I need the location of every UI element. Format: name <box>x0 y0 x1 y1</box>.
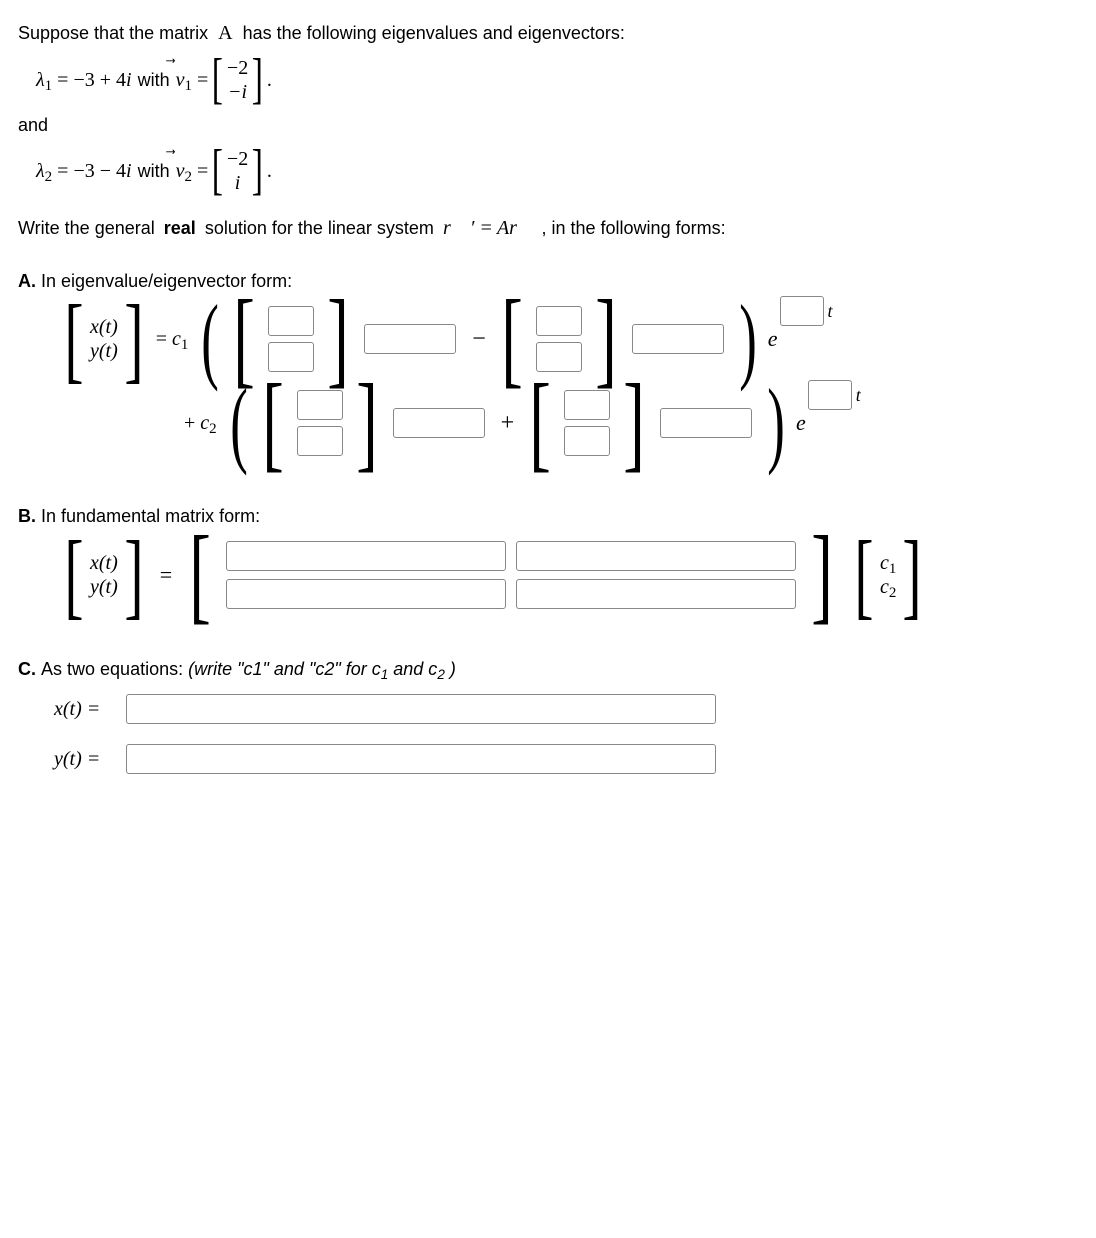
fm-12[interactable] <box>516 541 796 571</box>
intro-text-2: has the following eigenvalues and eigenv… <box>243 23 625 43</box>
and-line: and <box>18 112 1078 139</box>
write-line: Write the general real solution for the … <box>18 213 1078 243</box>
xt-input[interactable] <box>126 694 716 724</box>
vec-in-4: [ ] <box>522 390 652 456</box>
eq-c1: = c1 <box>156 328 189 351</box>
a2-top[interactable] <box>536 306 582 336</box>
minus: − <box>472 326 486 353</box>
rprime: r⃗ ′ = Ar⃗ <box>443 217 538 239</box>
xt-label: x(t) = <box>54 698 126 721</box>
b-trig-1[interactable] <box>393 408 485 438</box>
b2-bot[interactable] <box>564 426 610 456</box>
vec-in-1: [ ] <box>226 306 356 372</box>
a-exp-1[interactable] <box>780 296 824 326</box>
problem-intro: Suppose that the matrix A has the follow… <box>18 18 1078 48</box>
vec1: [ −2 −i ] <box>208 56 267 104</box>
exp-2: e t <box>796 408 861 438</box>
fm-21[interactable] <box>226 579 506 609</box>
b1-bot[interactable] <box>297 426 343 456</box>
eigen2-line: λ2 = −3 − 4i with v⃗2 = [ −2 i ] . <box>18 147 1078 195</box>
fund-matrix: [ ] <box>182 541 840 609</box>
yt-input[interactable] <box>126 744 716 774</box>
part-b-row: [ x(t) y(t) ] = [ ] [ c1 c2 ] <box>18 541 1078 609</box>
with-1: with <box>138 70 170 91</box>
vec2: [ −2 i ] <box>208 147 267 195</box>
xt-row: x(t) = <box>18 694 1078 724</box>
v1: v⃗1 = <box>176 69 209 92</box>
part-a-row2: + c2 ( [ ] + [ ] ) e t <box>18 390 1078 456</box>
vec-in-3: [ ] <box>255 390 385 456</box>
yt-row: y(t) = <box>18 744 1078 774</box>
matrix-A: A <box>213 22 237 44</box>
plus: + <box>501 410 515 437</box>
real-bold: real <box>164 218 196 238</box>
part-c-label: C. As two equations: (write "c1" and "c2… <box>18 659 1078 680</box>
intro-text: Suppose that the matrix <box>18 23 208 43</box>
part-a-label: A. In eigenvalue/eigenvector form: <box>18 271 1078 292</box>
with-2: with <box>138 161 170 182</box>
lambda1: λ1 = −3 + 4i <box>36 69 132 92</box>
yt-label: y(t) = <box>54 748 126 771</box>
xy-vector-b: [ x(t) y(t) ] <box>58 546 150 604</box>
lambda2: λ2 = −3 − 4i <box>36 160 132 183</box>
b-exp-1[interactable] <box>808 380 852 410</box>
a-trig-1[interactable] <box>364 324 456 354</box>
eigen1-line: λ1 = −3 + 4i with v⃗1 = [ −2 −i ] . <box>18 56 1078 104</box>
eq-b: = <box>160 562 172 588</box>
v2: v⃗2 = <box>176 160 209 183</box>
vec-in-2: [ ] <box>494 306 624 372</box>
xy-vector: [ x(t) y(t) ] <box>58 310 150 368</box>
fm-22[interactable] <box>516 579 796 609</box>
b-trig-2[interactable] <box>660 408 752 438</box>
plus-c2: + c2 <box>184 412 217 435</box>
exp-1: e t <box>768 324 833 354</box>
c-vector: [ c1 c2 ] <box>848 546 928 604</box>
a-trig-2[interactable] <box>632 324 724 354</box>
a1-top[interactable] <box>268 306 314 336</box>
fm-11[interactable] <box>226 541 506 571</box>
